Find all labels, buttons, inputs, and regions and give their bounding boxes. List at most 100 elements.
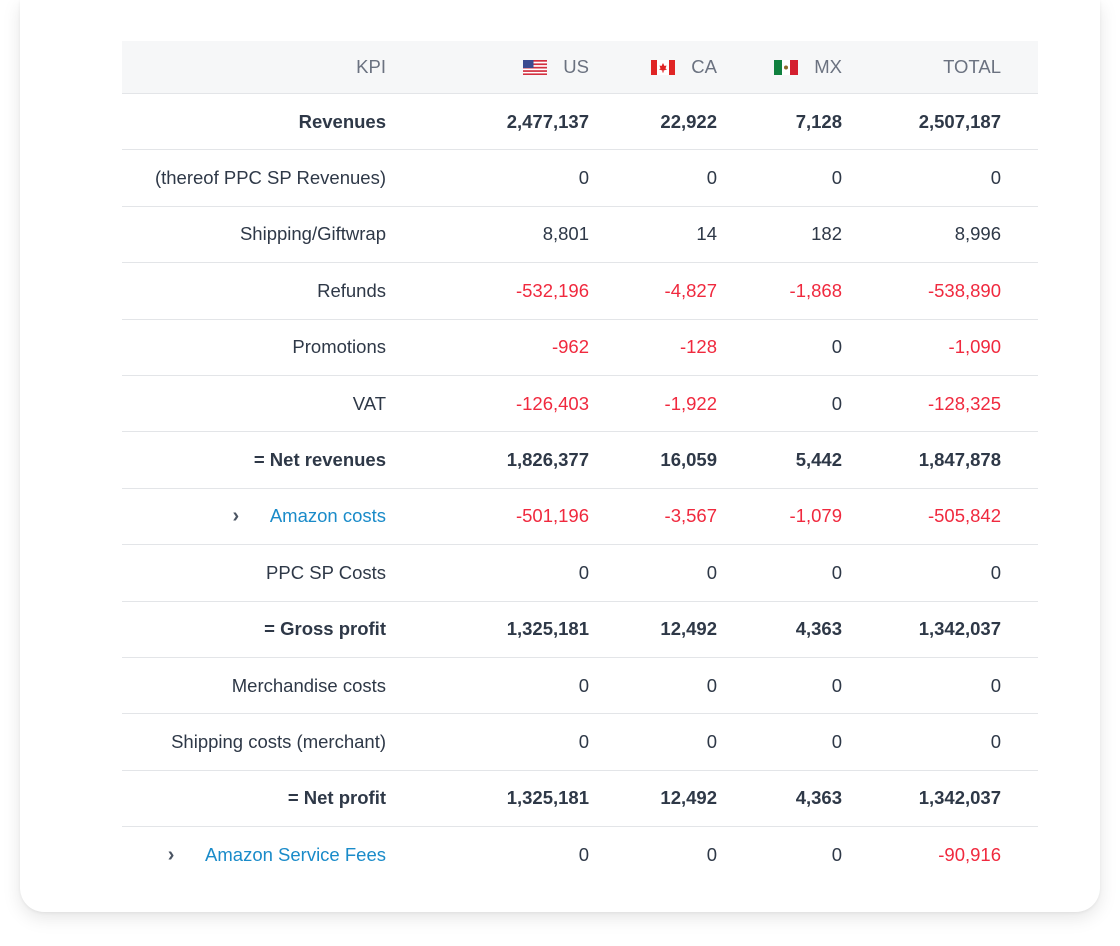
- value-ca: -1,922: [664, 392, 717, 414]
- table-row-expandable: › Amazon Service Fees 0 0 0 -90,916: [122, 827, 1038, 883]
- kpi-label: Refunds: [317, 279, 386, 301]
- value-ca: 22,922: [660, 110, 717, 132]
- value-total: 8,996: [954, 223, 1001, 245]
- header-us: US: [386, 41, 589, 93]
- table-row-expandable: › Amazon costs -501,196 -3,567 -1,079 -5…: [122, 489, 1038, 546]
- value-mx: -1,079: [789, 505, 842, 527]
- value-mx: -1,868: [789, 279, 842, 301]
- table-row: VAT -126,403 -1,922 0 -128,325: [122, 376, 1038, 433]
- table-row: Promotions -962 -128 0 -1,090: [122, 320, 1038, 376]
- value-total: -128,325: [927, 392, 1001, 414]
- kpi-label: (thereof PPC SP Revenues): [154, 167, 386, 189]
- table-row: PPC SP Costs 0 0 0 0: [122, 545, 1038, 602]
- us-flag-icon: [523, 59, 548, 75]
- value-us: -532,196: [515, 279, 589, 301]
- value-ca: 0: [706, 561, 717, 583]
- value-mx: 0: [831, 392, 842, 414]
- table-row: = Gross profit 1,325,181 12,492 4,363 1,…: [122, 602, 1038, 658]
- value-total: 0: [990, 730, 1001, 752]
- amazon-service-fees-link[interactable]: Amazon Service Fees: [205, 844, 386, 866]
- table-row: = Net profit 1,325,181 12,492 4,363 1,34…: [122, 771, 1038, 828]
- value-us: 0: [578, 730, 589, 752]
- value-total: 0: [990, 674, 1001, 696]
- header-total: TOTAL: [943, 56, 1001, 77]
- value-us: 0: [578, 674, 589, 696]
- value-mx: 0: [831, 167, 842, 189]
- value-us: 2,477,137: [506, 110, 589, 132]
- amazon-costs-link[interactable]: Amazon costs: [269, 505, 386, 527]
- kpi-label: = Gross profit: [264, 618, 386, 640]
- value-total: 1,847,878: [918, 449, 1001, 471]
- value-ca: 0: [706, 844, 717, 866]
- table-row: (thereof PPC SP Revenues) 0 0 0 0: [122, 150, 1038, 207]
- kpi-table: KPI US: [122, 41, 1038, 883]
- value-total: 1,342,037: [918, 787, 1001, 809]
- kpi-label: Shipping costs (merchant): [171, 730, 386, 752]
- value-ca: -3,567: [664, 505, 717, 527]
- value-ca: 12,492: [660, 787, 717, 809]
- value-mx: 0: [831, 730, 842, 752]
- value-ca: 14: [696, 223, 717, 245]
- kpi-card: KPI US: [20, 0, 1100, 912]
- value-total: 2,507,187: [918, 110, 1001, 132]
- kpi-label-cell: › Amazon costs: [122, 489, 386, 544]
- value-ca: -128: [679, 336, 717, 358]
- value-us: 1,826,377: [506, 449, 589, 471]
- value-mx: 0: [831, 561, 842, 583]
- value-mx: 4,363: [795, 618, 842, 640]
- table-row: Refunds -532,196 -4,827 -1,868 -538,890: [122, 263, 1038, 320]
- chevron-right-icon[interactable]: ›: [167, 843, 175, 866]
- value-total: 0: [990, 167, 1001, 189]
- kpi-label: Merchandise costs: [231, 674, 386, 696]
- value-mx: 4,363: [795, 787, 842, 809]
- kpi-label: Revenues: [298, 110, 386, 132]
- header-mx-label: MX: [814, 56, 842, 77]
- value-ca: -4,827: [664, 279, 717, 301]
- kpi-label: Shipping/Giftwrap: [239, 223, 386, 245]
- value-us: 0: [578, 167, 589, 189]
- value-us: -126,403: [515, 392, 589, 414]
- kpi-label: = Net profit: [287, 787, 386, 809]
- value-ca: 16,059: [660, 449, 717, 471]
- kpi-label: = Net revenues: [253, 449, 386, 471]
- kpi-label-cell: › Amazon Service Fees: [122, 827, 386, 883]
- value-total: -1,090: [948, 336, 1001, 358]
- value-total: 0: [990, 561, 1001, 583]
- table-row: Shipping costs (merchant) 0 0 0 0: [122, 714, 1038, 771]
- value-mx: 5,442: [795, 449, 842, 471]
- value-ca: 12,492: [660, 618, 717, 640]
- value-mx: 0: [831, 844, 842, 866]
- header-ca: CA: [589, 41, 717, 93]
- ca-flag-icon: [651, 59, 676, 75]
- mx-flag-icon: [774, 59, 799, 75]
- value-total: -90,916: [938, 844, 1001, 866]
- value-mx: 0: [831, 674, 842, 696]
- value-us: 8,801: [542, 223, 589, 245]
- table-row: = Net revenues 1,826,377 16,059 5,442 1,…: [122, 432, 1038, 489]
- value-mx: 0: [831, 336, 842, 358]
- value-total: 1,342,037: [918, 618, 1001, 640]
- value-us: -962: [551, 336, 589, 358]
- value-us: -501,196: [515, 505, 589, 527]
- value-ca: 0: [706, 730, 717, 752]
- value-mx: 182: [811, 223, 842, 245]
- value-us: 0: [578, 844, 589, 866]
- table-header-row: KPI US: [122, 41, 1038, 94]
- value-mx: 7,128: [795, 110, 842, 132]
- chevron-right-icon[interactable]: ›: [232, 504, 240, 527]
- header-us-label: US: [563, 56, 589, 77]
- value-us: 0: [578, 561, 589, 583]
- value-ca: 0: [706, 674, 717, 696]
- value-ca: 0: [706, 167, 717, 189]
- value-total: -538,890: [927, 279, 1001, 301]
- kpi-label: Promotions: [292, 336, 386, 358]
- table-row: Revenues 2,477,137 22,922 7,128 2,507,18…: [122, 94, 1038, 151]
- kpi-label: PPC SP Costs: [266, 561, 386, 583]
- header-ca-label: CA: [691, 56, 717, 77]
- table-row: Merchandise costs 0 0 0 0: [122, 658, 1038, 715]
- header-kpi: KPI: [356, 56, 386, 77]
- value-us: 1,325,181: [506, 787, 589, 809]
- value-total: -505,842: [927, 505, 1001, 527]
- value-us: 1,325,181: [506, 618, 589, 640]
- kpi-label: VAT: [352, 392, 386, 414]
